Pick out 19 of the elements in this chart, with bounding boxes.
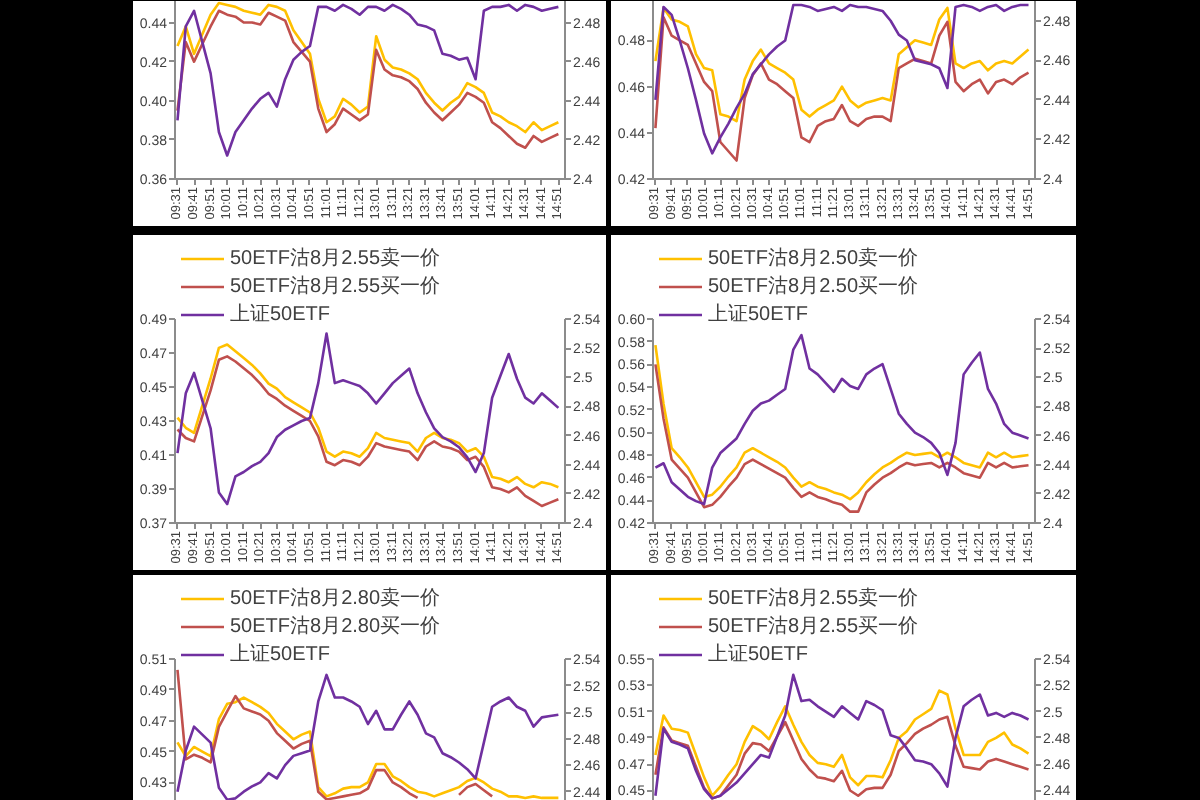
legend-label: 上证50ETF <box>230 301 331 328</box>
legend-label: 上证50ETF <box>708 641 809 668</box>
legend-label: 50ETF沽8月2.55卖一价 <box>708 585 919 612</box>
legend-label: 50ETF沽8月2.50卖一价 <box>708 245 919 272</box>
line-series <box>176 673 560 800</box>
line-series <box>176 1 560 134</box>
legend-label: 50ETF沽8月2.55卖一价 <box>230 245 441 272</box>
line-series <box>654 6 1030 123</box>
legend-label: 50ETF沽8月2.55买一价 <box>230 273 441 300</box>
legend-label: 50ETF沽8月2.80买一价 <box>230 613 441 640</box>
legend-label: 上证50ETF <box>708 301 809 328</box>
line-series <box>176 343 560 489</box>
line-series <box>654 363 1030 513</box>
legend-label: 上证50ETF <box>230 641 331 668</box>
line-series <box>176 696 560 800</box>
legend-label: 50ETF沽8月2.55买一价 <box>708 613 919 640</box>
legend-label: 50ETF沽8月2.50买一价 <box>708 273 919 300</box>
legend-label: 50ETF沽8月2.80卖一价 <box>230 585 441 612</box>
line-series <box>654 715 1030 800</box>
